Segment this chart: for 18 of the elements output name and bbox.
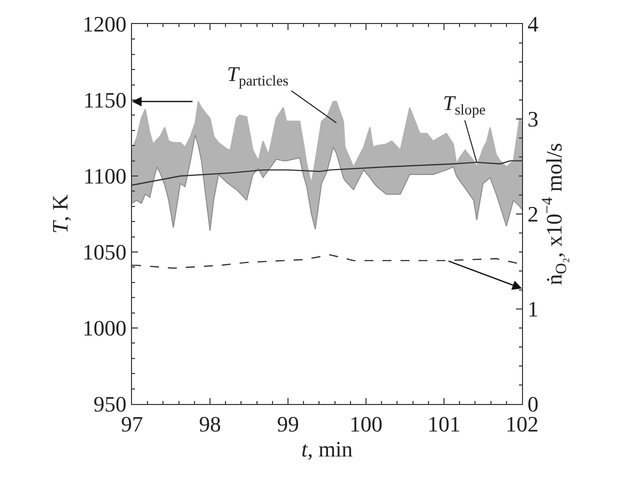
x-tick-label: 99 [277, 412, 299, 436]
x-tick-label: 98 [199, 412, 221, 436]
y2-tick-label: 3 [528, 106, 538, 132]
y-axis-title: T, K [47, 194, 72, 234]
series-label: T$_{particles}$ [227, 62, 289, 90]
y-tick-label: 1050 [82, 240, 126, 265]
text: T$_{slope}$ [443, 91, 486, 118]
x-axis-title: t, min [301, 436, 353, 462]
y2-tick-label: 4 [528, 12, 538, 37]
y-tick-label: 1200 [82, 12, 126, 37]
y2-tick-label: 1 [528, 296, 538, 322]
x-tick-label: 101 [428, 412, 460, 436]
y-tick-label: 1000 [82, 316, 126, 341]
x-tick-label: 100 [350, 412, 382, 436]
y-tick-label: 1100 [83, 164, 126, 189]
line-series [132, 134, 522, 232]
y-tick-label: 1150 [83, 88, 126, 113]
y2-tick-label: 2 [528, 202, 538, 227]
